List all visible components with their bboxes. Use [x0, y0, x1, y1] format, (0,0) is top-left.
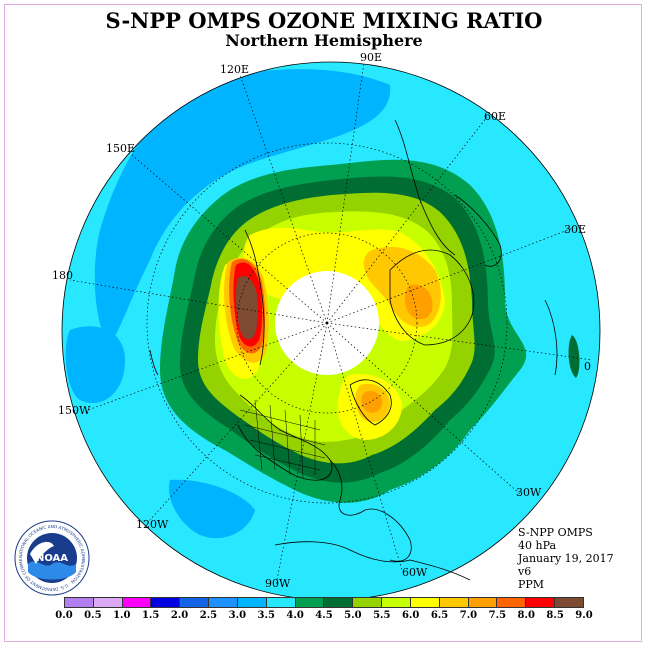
colorbar-tick-label: 4.5 — [315, 610, 333, 621]
colorbar-segment — [497, 598, 527, 607]
ozone-band-4.5-edge — [568, 335, 580, 378]
coastline-eurasia — [389, 249, 475, 346]
colorbar-segment — [209, 598, 238, 607]
colorbar-tick-label: 8.5 — [546, 610, 564, 621]
map-title: S-NPP OMPS OZONE MIXING RATIO — [105, 8, 543, 33]
coastline-south-america — [274, 541, 471, 581]
map-subtitle: Northern Hemisphere — [225, 31, 423, 50]
colorbar-tick-label: 6.5 — [430, 610, 449, 621]
colorbar-segment — [151, 598, 181, 607]
colorbar-segment — [410, 598, 440, 607]
lon-label-60e: 60E — [484, 110, 507, 123]
colorbar-segment — [266, 598, 296, 607]
colorbar-tick-label: 1.0 — [113, 610, 131, 621]
page-frame — [4, 4, 642, 642]
colorbar-segment — [468, 598, 498, 607]
ozone-low-region-south — [169, 479, 255, 539]
lon-label-120w: 120W — [136, 518, 169, 531]
lon-label-0: 0 — [584, 360, 591, 373]
coastline-africa — [544, 299, 558, 376]
info-units: PPM — [518, 578, 545, 591]
colorbar-tick-label: 5.5 — [373, 610, 391, 621]
colorbar-tick-label: 7.5 — [488, 610, 507, 621]
colorbar-segment — [439, 598, 469, 607]
lon-label-90w: 90W — [265, 577, 291, 590]
colorbar-segment — [324, 598, 354, 607]
colorbar-tick-label: 1.5 — [141, 610, 160, 621]
colorbar-tick-label: 3.5 — [257, 610, 275, 621]
colorbar-segment — [237, 598, 267, 607]
colorbar — [64, 597, 584, 608]
colorbar-tick-label: 9.0 — [575, 610, 593, 621]
info-date: January 19, 2017 — [518, 552, 614, 565]
lon-label-30e: 30E — [564, 223, 587, 236]
colorbar-tick-label: 0.0 — [55, 610, 73, 621]
coastline-greenland — [349, 379, 392, 426]
us-state-borders — [239, 399, 326, 479]
lon-label-30w: 30W — [516, 486, 542, 499]
lon-label-60w: 60W — [402, 566, 428, 579]
colorbar-tick-label: 3.0 — [228, 610, 247, 621]
colorbar-tick-label: 2.0 — [170, 610, 189, 621]
colorbar-tick-label: 7.0 — [459, 610, 478, 621]
noaa-logo-text: NOAA — [36, 553, 68, 564]
colorbar-tick-label: 0.5 — [84, 610, 102, 621]
colorbar-segment — [65, 598, 94, 607]
lon-label-180: 180 — [52, 269, 73, 282]
colorbar-tick-label: 8.0 — [517, 610, 535, 621]
ozone-low-region-pacific — [94, 69, 391, 345]
info-version: v6 — [518, 565, 532, 578]
colorbar-segment — [526, 598, 556, 607]
coastline-india — [394, 119, 456, 256]
info-pressure-level: 40 hPa — [518, 539, 557, 552]
coastlines — [149, 119, 558, 581]
colorbar-tick-label: 2.5 — [199, 610, 218, 621]
lon-label-120e: 120E — [220, 63, 250, 76]
colorbar-segment — [382, 598, 411, 607]
coastline-alaska — [244, 229, 265, 366]
coastline-caribbean — [329, 459, 412, 562]
ozone-band-7.0 — [404, 284, 433, 320]
lon-label-90e: 90E — [360, 51, 383, 64]
colorbar-tick-label: 6.0 — [401, 610, 420, 621]
colorbar-segment — [353, 598, 383, 607]
graticule — [69, 61, 593, 586]
ozone-low-region-eastpac — [65, 326, 125, 404]
colorbar-segment — [180, 598, 210, 607]
colorbar-segment — [555, 598, 583, 607]
colorbar-tick-label: 5.0 — [344, 610, 362, 621]
info-instrument: S-NPP OMPS — [518, 526, 593, 539]
ozone-band-8.5 — [235, 275, 258, 340]
lon-label-150w: 150W — [58, 404, 91, 417]
coastline-hawaii — [149, 349, 159, 376]
colorbar-segment — [93, 598, 123, 607]
lon-label-150e: 150E — [106, 142, 136, 155]
colorbar-segment — [295, 598, 325, 607]
colorbar-segment — [122, 598, 152, 607]
noaa-logo-icon: NOAA NATIONAL OCEANIC AND ATMOSPHERIC AD… — [14, 520, 90, 596]
map-info-block: S-NPP OMPS 40 hPa January 19, 2017 v6 PP… — [518, 526, 614, 591]
coastline-arabia — [454, 194, 502, 267]
ozone-band-7.0-south — [361, 390, 383, 413]
colorbar-tick-label: 4.0 — [286, 610, 304, 621]
